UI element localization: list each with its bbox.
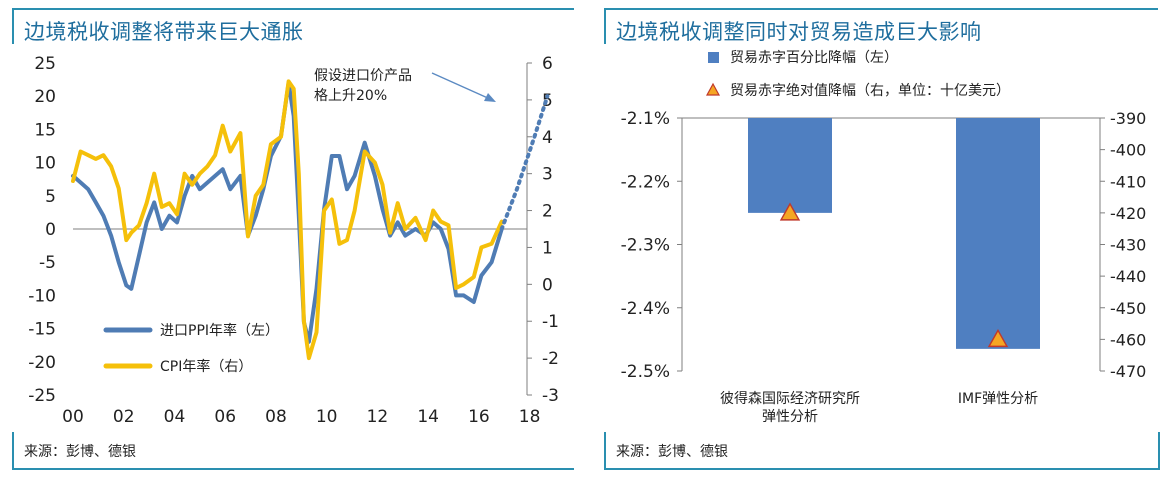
left-chart-panel: 边境税收调整将带来巨大通胀 25 20 15 10 5 0 -5 -10 -15 -20 -25 6 5… xyxy=(0,0,578,478)
left-title-frame: 边境税收调整将带来巨大通胀 xyxy=(12,8,574,44)
bar-pct-decline xyxy=(956,118,1040,349)
x-tick-label: 04 xyxy=(164,407,186,427)
right-chart-panel: 边境税收调整同时对贸易造成巨大影响 -2.1% -2.2% -2.3% -2.4% -2… xyxy=(600,0,1168,478)
right-footer: 来源：彭博、德银 xyxy=(604,432,1160,470)
projection-annotation-text: 格上升20% xyxy=(314,88,387,104)
category-label: 弹性分析 xyxy=(762,409,818,425)
category-label: 彼得森国际经济研究所 xyxy=(720,390,860,407)
right-y-tick-label: -2 xyxy=(542,349,559,369)
x-tick-label: 08 xyxy=(265,407,287,427)
legend-marker-swatch xyxy=(705,82,721,96)
ppi-projection-dotted-line xyxy=(499,94,550,231)
legend-ppi-label: 进口PPI年率（左） xyxy=(160,322,279,339)
trade-deficit-bar-chart: -2.1% -2.2% -2.3% -2.4% -2.5% -390 -400 -410 -42… xyxy=(621,50,1147,425)
right-y-tick-label: -440 xyxy=(1110,267,1146,286)
left-y-tick-label: -2.3% xyxy=(621,236,670,256)
left-y-tick-label: -2.4% xyxy=(621,299,670,319)
right-y-tick-label: -460 xyxy=(1110,330,1146,349)
projection-annotation-text: 假设进口价产品 xyxy=(314,68,412,84)
legend-bar-swatch xyxy=(708,52,719,63)
left-footer: 来源：彭博、德银 xyxy=(12,432,574,470)
x-tick-label: 16 xyxy=(468,407,490,427)
x-tick-label: 02 xyxy=(113,407,135,427)
left-y-tick-label: -10 xyxy=(28,286,56,306)
x-tick-label: 06 xyxy=(214,407,236,427)
right-y-tick-label: 3 xyxy=(542,165,553,185)
right-y-tick-label: 1 xyxy=(542,238,553,258)
right-y-tick-label: 2 xyxy=(542,202,553,222)
right-y-tick-label: -1 xyxy=(542,312,559,332)
right-y-tick-label: 0 xyxy=(542,275,553,295)
right-y-tick-label: -420 xyxy=(1110,204,1146,223)
left-chart-title: 边境税收调整将带来巨大通胀 xyxy=(24,20,304,44)
right-title-frame: 边境税收调整同时对贸易造成巨大影响 xyxy=(604,8,1158,44)
x-tick-label: 18 xyxy=(519,407,541,427)
annotation-arrow-head xyxy=(484,93,496,102)
right-y-tick-label: -470 xyxy=(1110,362,1146,381)
left-y-tick-label: -20 xyxy=(28,353,56,373)
category-label: IMF弹性分析 xyxy=(958,391,1038,407)
right-y-tick-label: 4 xyxy=(542,128,553,148)
right-y-tick-label: -390 xyxy=(1110,109,1146,128)
x-tick-label: 10 xyxy=(316,407,338,427)
left-source-note: 来源：彭博、德银 xyxy=(24,444,136,460)
right-y-tick-label: 6 xyxy=(542,54,553,74)
left-y-tick-label: -15 xyxy=(28,320,56,340)
marker-abs-decline xyxy=(779,202,801,221)
left-y-tick-label: 10 xyxy=(34,154,56,174)
right-y-tick-label: -450 xyxy=(1110,299,1146,318)
legend-bar-label: 贸易赤字百分比降幅（左） xyxy=(730,50,898,66)
left-y-tick-label: 5 xyxy=(45,187,56,207)
right-y-tick-label: -410 xyxy=(1110,172,1146,191)
bar-pct-decline xyxy=(748,118,832,213)
import-ppi-line xyxy=(71,80,504,344)
legend-marker-label: 贸易赤字绝对值降幅（右，单位：十亿美元） xyxy=(730,83,1010,99)
left-y-tick-label: 20 xyxy=(34,87,56,107)
right-chart-title: 边境税收调整同时对贸易造成巨大影响 xyxy=(616,20,982,44)
left-y-tick-label: -5 xyxy=(39,253,56,273)
legend-cpi-label: CPI年率（右） xyxy=(160,358,252,375)
left-y-tick-label: -2.5% xyxy=(621,362,670,382)
x-tick-label: 14 xyxy=(417,407,439,427)
left-y-tick-label: 0 xyxy=(45,220,56,240)
x-tick-label: 00 xyxy=(62,407,84,427)
left-y-tick-label: -2.2% xyxy=(621,172,670,192)
right-source-note: 来源：彭博、德银 xyxy=(616,444,728,460)
x-tick-label: 12 xyxy=(367,407,389,427)
right-y-tick-label: -430 xyxy=(1110,236,1146,255)
marker-abs-decline xyxy=(987,328,1009,348)
left-y-tick-label: 15 xyxy=(34,120,56,140)
cpi-line xyxy=(71,79,504,361)
left-y-tick-label: 25 xyxy=(34,54,56,74)
left-y-tick-label: -2.1% xyxy=(621,109,670,129)
right-y-tick-label: -3 xyxy=(542,386,559,406)
right-y-tick-label: -400 xyxy=(1110,141,1146,160)
annotation-arrow-line xyxy=(431,72,491,100)
left-y-tick-label: -25 xyxy=(28,386,56,406)
